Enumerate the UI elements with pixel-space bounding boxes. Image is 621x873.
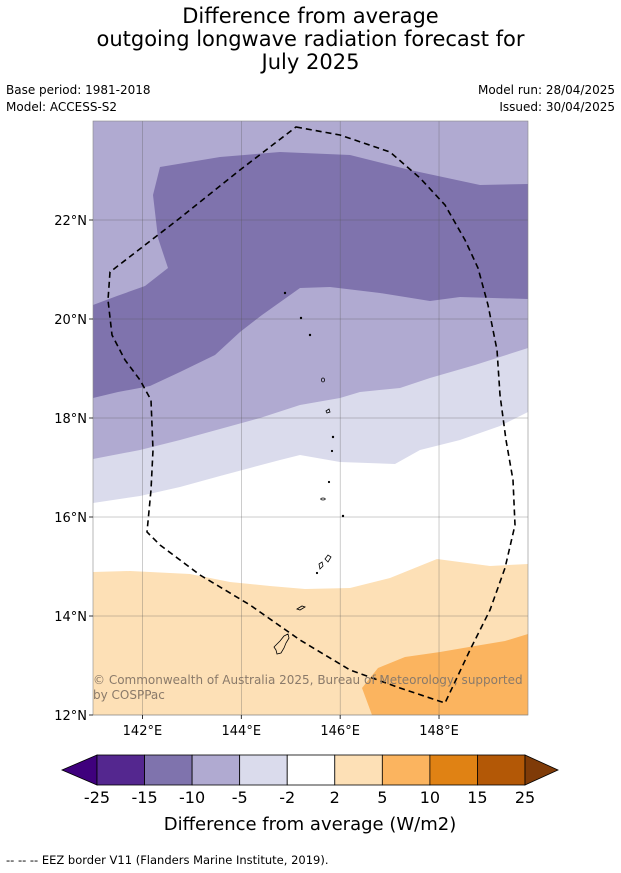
colorbar-extend-high [524,754,559,786]
y-tick-label-1: 20°N [54,313,87,328]
colorbar-swatch-5 [334,754,383,786]
region-neg15-neg10 [93,152,528,398]
colorbar-tick-0: -25 [84,788,110,807]
x-tick-label-3: 148°E [419,724,459,739]
chart-title: Difference from average outgoing longwav… [0,5,621,74]
island-saipan [324,554,332,563]
gridlines [93,121,528,716]
colorbar-tick-6: 5 [377,788,387,807]
y-tick-label-0: 22°N [54,214,87,229]
colorbar-swatch-3 [239,754,288,786]
meta-right: Model run: 28/04/2025 Issued: 30/04/2025 [478,82,615,116]
eez-footnote: -- -- -- EEZ border V11 (Flanders Marine… [6,853,329,867]
colorbar-swatch-7 [429,754,478,786]
meta-left: Base period: 1981-2018 Model: ACCESS-S2 [6,82,151,116]
y-tick-label-3: 16°N [54,511,87,526]
island-dot-1 [283,291,287,295]
y-tick-label-4: 14°N [54,610,87,625]
islands [273,291,345,655]
island-dot-3 [308,333,312,337]
x-tick-label-2: 146°E [320,724,360,739]
island-tinian [318,561,324,570]
colorbar-tick-2: -10 [179,788,205,807]
model-name: Model: ACCESS-S2 [6,100,118,114]
x-tick-label-0: 142°E [123,724,163,739]
island-anatahan [320,497,326,501]
colorbar-swatch-1 [144,754,193,786]
x-tick-label-1: 144°E [222,724,262,739]
title-line-3: July 2025 [261,50,360,74]
colorbar-swatch-4 [286,754,336,786]
colorbar-tick-3: -5 [232,788,248,807]
colorbar-label: Difference from average (W/m2) [164,814,456,835]
colorbar-tick-1: -15 [131,788,157,807]
colorbar-extend-low [60,754,98,786]
model-run: Model run: 28/04/2025 [477,83,615,97]
colorbar-tick-9: 25 [515,788,535,807]
title-line-1: Difference from average [182,4,439,28]
island-dot-4 [331,435,335,439]
base-period: Base period: 1981-2018 [6,83,151,97]
copyright-line-1: © Commonwealth of Australia 2025, Bureau… [93,673,523,687]
island-guam [273,633,290,655]
colorbar-swatch-6 [381,754,431,786]
y-axis: 22°N 20°N 18°N 16°N 14°N 12°N [54,214,93,724]
copyright-line-2: by COSPPac [93,688,165,702]
title-line-2: outgoing longwave radiation forecast for [96,27,525,51]
issued-date: Issued: 30/04/2025 [499,100,615,114]
island-rota [296,605,306,611]
y-tick-label-2: 18°N [54,412,87,427]
island-dot-7 [341,514,345,518]
colorbar: -25 -15 -10 -5 -2 2 5 10 15 25 [60,754,559,807]
eez-border [107,126,516,704]
colorbar-swatch-0 [96,754,145,786]
island-dot-6 [327,480,331,484]
forecast-map: 142°E 144°E 146°E 148°E 22°N 20°N 18°N 16°N 14°… [54,120,559,835]
colorbar-swatch-8 [477,754,526,786]
colorbar-tick-5: 2 [330,788,340,807]
colorbar-tick-7: 10 [420,788,440,807]
island-dot-2 [299,316,303,320]
region-5-10 [362,634,528,715]
colorbar-tick-8: 15 [467,788,487,807]
island-agrihan [325,408,331,414]
x-axis: 142°E 144°E 146°E 148°E [123,715,459,739]
colorbar-tick-4: -2 [279,788,295,807]
island-asuncion [320,377,325,383]
island-dot-5 [330,449,334,453]
y-tick-label-5: 12°N [54,709,87,724]
island-dot-8 [315,571,319,575]
colorbar-swatch-2 [191,754,241,786]
